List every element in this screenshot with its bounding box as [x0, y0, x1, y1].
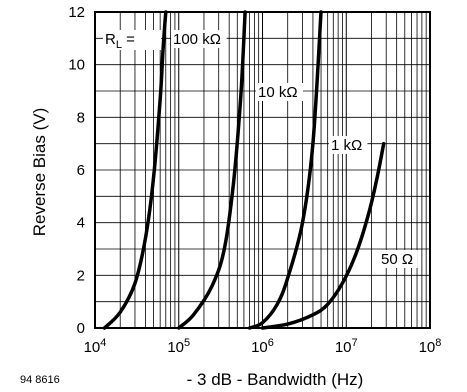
curve-10-kΩ [177, 10, 247, 330]
curve-label-bg [329, 136, 368, 154]
curve-label-bg [256, 83, 303, 101]
curve-label-bg [171, 30, 227, 48]
x-tick-label: 104 [84, 337, 107, 356]
curve-50-Ω [260, 141, 386, 330]
curve-100-kΩ [102, 10, 168, 330]
y-tick-label: 12 [68, 4, 85, 21]
curve-1-kΩ [247, 10, 323, 330]
x-axis-label: - 3 dB - Bandwidth (Hz) [187, 370, 364, 389]
y-tick-label: 6 [77, 162, 85, 179]
grid [94, 11, 430, 329]
y-axis-label: Reverse Bias (V) [30, 108, 49, 236]
x-tick-label: 106 [251, 337, 274, 356]
curve-label-bg [379, 250, 418, 268]
y-tick-label: 4 [77, 215, 85, 232]
curve-label: 1 kΩ [331, 137, 362, 154]
legend-prefix: RL = [105, 31, 135, 51]
tick-labels: 0 2 4 6 8 10 12 104 105 106 107 108 [68, 4, 441, 356]
y-tick-label: 2 [77, 267, 85, 284]
curve-labels: 100 kΩ 10 kΩ 1 kΩ 50 Ω RL = [103, 30, 418, 268]
curve-label: 100 kΩ [173, 31, 221, 48]
legend-prefix-bg [103, 30, 161, 50]
x-tick-label: 105 [167, 337, 190, 356]
y-tick-label: 0 [77, 320, 85, 337]
figure-number: 94 8616 [20, 374, 60, 386]
curve-label: 10 kΩ [258, 84, 298, 101]
y-tick-label: 10 [68, 57, 85, 74]
x-tick-label: 107 [335, 337, 358, 356]
curves [102, 10, 386, 330]
curve-label: 50 Ω [381, 251, 413, 268]
x-tick-label: 108 [419, 337, 442, 356]
y-tick-label: 8 [77, 109, 85, 126]
